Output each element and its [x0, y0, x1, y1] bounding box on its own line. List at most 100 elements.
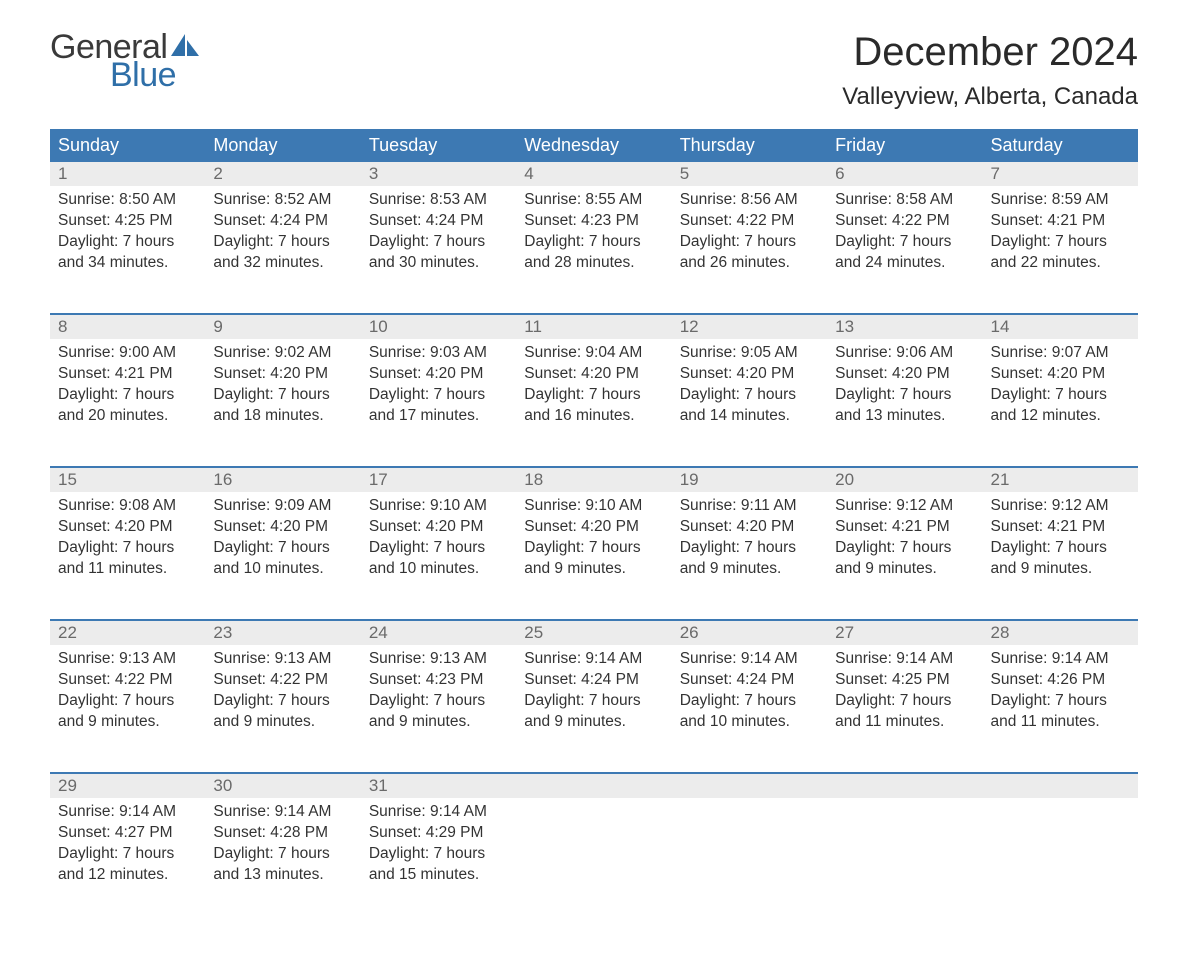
day-number-cell	[827, 773, 982, 798]
daylight-line: Daylight: 7 hours and 9 minutes.	[58, 691, 197, 733]
sunrise-line: Sunrise: 9:14 AM	[524, 649, 663, 670]
daylight-line: Daylight: 7 hours and 26 minutes.	[680, 232, 819, 274]
sunrise-line: Sunrise: 9:14 AM	[991, 649, 1130, 670]
sunrise-line: Sunrise: 9:12 AM	[835, 496, 974, 517]
location: Valleyview, Alberta, Canada	[842, 83, 1138, 111]
day-number-cell: 22	[50, 620, 205, 645]
day-cell	[672, 798, 827, 926]
day-cell: Sunrise: 9:10 AMSunset: 4:20 PMDaylight:…	[516, 492, 671, 620]
day-cell: Sunrise: 9:14 AMSunset: 4:28 PMDaylight:…	[205, 798, 360, 926]
sunrise-line: Sunrise: 9:11 AM	[680, 496, 819, 517]
daylight-line: Daylight: 7 hours and 13 minutes.	[835, 385, 974, 427]
sunset-line: Sunset: 4:26 PM	[991, 670, 1130, 691]
sunrise-line: Sunrise: 9:13 AM	[58, 649, 197, 670]
sunrise-line: Sunrise: 8:59 AM	[991, 190, 1130, 211]
sunset-line: Sunset: 4:20 PM	[680, 517, 819, 538]
day-cell: Sunrise: 9:14 AMSunset: 4:25 PMDaylight:…	[827, 645, 982, 773]
day-cell: Sunrise: 8:53 AMSunset: 4:24 PMDaylight:…	[361, 186, 516, 314]
page-header: General Blue December 2024 Valleyview, A…	[50, 30, 1138, 111]
page-title: December 2024	[842, 30, 1138, 75]
day-number-cell: 17	[361, 467, 516, 492]
day-cell	[827, 798, 982, 926]
daylight-line: Daylight: 7 hours and 11 minutes.	[835, 691, 974, 733]
title-block: December 2024 Valleyview, Alberta, Canad…	[842, 30, 1138, 111]
sunset-line: Sunset: 4:27 PM	[58, 823, 197, 844]
sunset-line: Sunset: 4:28 PM	[213, 823, 352, 844]
daylight-line: Daylight: 7 hours and 32 minutes.	[213, 232, 352, 274]
day-cell: Sunrise: 9:12 AMSunset: 4:21 PMDaylight:…	[983, 492, 1138, 620]
day-number-cell: 26	[672, 620, 827, 645]
day-number-cell: 20	[827, 467, 982, 492]
sunrise-line: Sunrise: 9:14 AM	[58, 802, 197, 823]
day-header: Friday	[827, 129, 982, 162]
day-number-cell: 13	[827, 314, 982, 339]
brand-logo: General Blue	[50, 30, 201, 92]
sunrise-line: Sunrise: 9:09 AM	[213, 496, 352, 517]
daynum-row: 891011121314	[50, 314, 1138, 339]
sunrise-line: Sunrise: 9:13 AM	[369, 649, 508, 670]
daylight-line: Daylight: 7 hours and 12 minutes.	[58, 844, 197, 886]
daylight-line: Daylight: 7 hours and 17 minutes.	[369, 385, 508, 427]
day-cell: Sunrise: 9:06 AMSunset: 4:20 PMDaylight:…	[827, 339, 982, 467]
sunrise-line: Sunrise: 9:07 AM	[991, 343, 1130, 364]
day-cell: Sunrise: 9:14 AMSunset: 4:26 PMDaylight:…	[983, 645, 1138, 773]
day-header: Wednesday	[516, 129, 671, 162]
sunset-line: Sunset: 4:21 PM	[58, 364, 197, 385]
sunset-line: Sunset: 4:20 PM	[369, 517, 508, 538]
daylight-line: Daylight: 7 hours and 10 minutes.	[680, 691, 819, 733]
sunrise-line: Sunrise: 9:03 AM	[369, 343, 508, 364]
day-cell: Sunrise: 9:07 AMSunset: 4:20 PMDaylight:…	[983, 339, 1138, 467]
day-number-cell	[672, 773, 827, 798]
day-number-cell: 16	[205, 467, 360, 492]
day-cell: Sunrise: 9:05 AMSunset: 4:20 PMDaylight:…	[672, 339, 827, 467]
day-number-cell: 3	[361, 162, 516, 186]
week-row: Sunrise: 9:00 AMSunset: 4:21 PM Daylight:…	[50, 339, 1138, 467]
daynum-row: 22232425262728	[50, 620, 1138, 645]
day-cell: Sunrise: 9:12 AMSunset: 4:21 PMDaylight:…	[827, 492, 982, 620]
sunset-line: Sunset: 4:25 PM	[58, 211, 197, 232]
day-number-cell: 29	[50, 773, 205, 798]
day-number-cell: 28	[983, 620, 1138, 645]
day-number-cell: 21	[983, 467, 1138, 492]
day-cell: Sunrise: 8:59 AMSunset: 4:21 PMDaylight:…	[983, 186, 1138, 314]
brand-word2: Blue	[110, 58, 201, 92]
day-cell: Sunrise: 9:13 AMSunset: 4:22 PMDaylight:…	[205, 645, 360, 773]
sunset-line: Sunset: 4:23 PM	[524, 211, 663, 232]
day-number-cell: 24	[361, 620, 516, 645]
sunrise-line: Sunrise: 9:10 AM	[524, 496, 663, 517]
day-number-cell: 30	[205, 773, 360, 798]
day-cell: Sunrise: 9:00 AMSunset: 4:21 PMDaylight:…	[50, 339, 205, 467]
daylight-line: Daylight: 7 hours and 9 minutes.	[213, 691, 352, 733]
sunrise-line: Sunrise: 9:14 AM	[369, 802, 508, 823]
week-row: Sunrise: 9:14 AMSunset: 4:27 PMDaylight:…	[50, 798, 1138, 926]
day-cell: Sunrise: 8:58 AMSunset: 4:22 PMDaylight:…	[827, 186, 982, 314]
sunset-line: Sunset: 4:24 PM	[680, 670, 819, 691]
day-cell: Sunrise: 9:03 AMSunset: 4:20 PMDaylight:…	[361, 339, 516, 467]
sunrise-line: Sunrise: 9:08 AM	[58, 496, 197, 517]
day-header: Saturday	[983, 129, 1138, 162]
sunrise-line: Sunrise: 8:53 AM	[369, 190, 508, 211]
sunrise-line: Sunrise: 8:50 AM	[58, 190, 197, 211]
day-cell: Sunrise: 8:56 AMSunset: 4:22 PMDaylight:…	[672, 186, 827, 314]
sunrise-line: Sunrise: 9:02 AM	[213, 343, 352, 364]
day-number-cell: 14	[983, 314, 1138, 339]
daylight-line: Daylight: 7 hours and 10 minutes.	[213, 538, 352, 580]
day-header: Sunday	[50, 129, 205, 162]
daynum-row: 293031	[50, 773, 1138, 798]
day-number-cell: 31	[361, 773, 516, 798]
sunset-line: Sunset: 4:22 PM	[58, 670, 197, 691]
sunset-line: Sunset: 4:24 PM	[213, 211, 352, 232]
sunset-line: Sunset: 4:24 PM	[524, 670, 663, 691]
daylight-line: Daylight: 7 hours and 9 minutes.	[680, 538, 819, 580]
sunset-line: Sunset: 4:20 PM	[213, 517, 352, 538]
daylight-line: Daylight: 7 hours and 9 minutes.	[835, 538, 974, 580]
sunrise-line: Sunrise: 9:00 AM	[58, 343, 197, 364]
daylight-line: Daylight: 7 hours and 30 minutes.	[369, 232, 508, 274]
week-row: Sunrise: 9:08 AMSunset: 4:20 PMDaylight:…	[50, 492, 1138, 620]
day-cell: Sunrise: 9:13 AMSunset: 4:23 PMDaylight:…	[361, 645, 516, 773]
sunrise-line: Sunrise: 8:55 AM	[524, 190, 663, 211]
day-number-cell: 23	[205, 620, 360, 645]
sunrise-line: Sunrise: 9:05 AM	[680, 343, 819, 364]
day-number-cell: 18	[516, 467, 671, 492]
day-number-cell: 7	[983, 162, 1138, 186]
